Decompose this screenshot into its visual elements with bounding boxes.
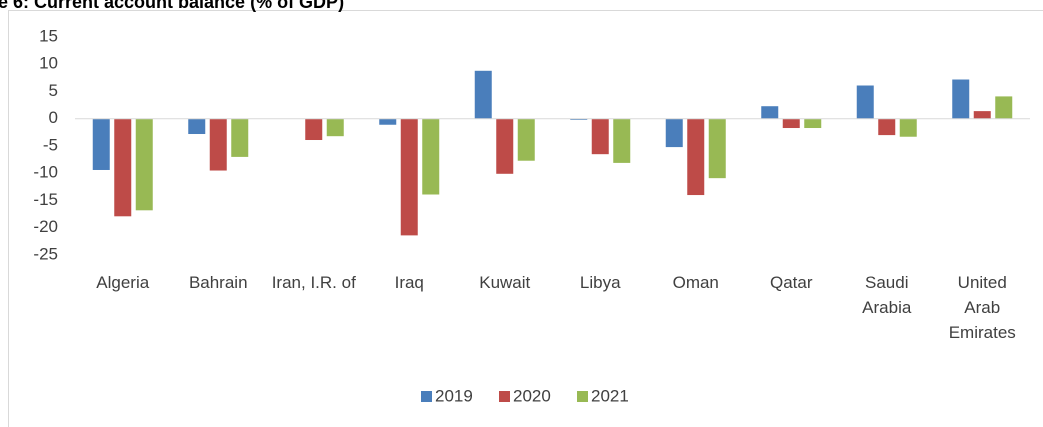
bar: [496, 118, 514, 174]
y-tick-label: -20: [33, 217, 58, 236]
bar: [379, 118, 397, 125]
bar: [761, 106, 779, 119]
bar: [474, 70, 492, 119]
bar: [305, 118, 323, 141]
bar: [782, 118, 800, 129]
bar: [570, 118, 588, 120]
legend-label: 2019: [435, 386, 473, 405]
y-tick-label: 0: [49, 108, 58, 127]
bar: [591, 118, 609, 155]
x-tick-label: Qatar: [769, 273, 813, 292]
bar: [665, 118, 683, 148]
legend-label: 2020: [513, 386, 551, 405]
legend-swatch: [499, 391, 510, 402]
bar: [973, 111, 991, 119]
bar: [114, 118, 132, 217]
chart-frame: [8, 10, 1043, 427]
y-tick-label: 15: [39, 26, 58, 45]
x-tick-label: Oman: [672, 273, 719, 292]
x-tick-label: Kuwait: [479, 273, 531, 292]
x-tick-label: Algeria: [96, 273, 150, 292]
legend-swatch: [577, 391, 588, 402]
bar: [422, 118, 440, 195]
bar: [92, 118, 110, 170]
x-tick-label: Iran, I.R. of: [271, 273, 356, 292]
bar: [326, 118, 344, 137]
y-tick-label: -10: [33, 163, 58, 182]
chart-title: e 6: Current account balance (% of GDP): [0, 0, 344, 12]
bar: [231, 118, 249, 157]
bar: [878, 118, 896, 136]
bar: [517, 118, 535, 161]
bar: [804, 118, 822, 129]
legend-label: 2021: [591, 386, 629, 405]
bar: [209, 118, 227, 171]
y-tick-label: -5: [43, 135, 58, 154]
y-tick-label: 10: [39, 54, 58, 73]
bar: [188, 118, 206, 135]
bar: [952, 79, 970, 119]
x-tick-label: Libya: [579, 273, 621, 292]
y-tick-label: 5: [49, 81, 58, 100]
x-tick-label: United Arab Emirates: [948, 273, 1016, 342]
x-tick-label: Saudi Arabia: [862, 273, 912, 317]
bar: [687, 118, 705, 196]
bar: [856, 85, 874, 119]
x-tick-label: Bahrain: [188, 273, 248, 292]
y-tick-label: -15: [33, 190, 58, 209]
bar: [899, 118, 917, 137]
bar: [995, 96, 1013, 119]
bar: [400, 118, 418, 236]
legend-swatch: [421, 391, 432, 402]
x-tick-label: Iraq: [394, 273, 424, 292]
bar: [708, 118, 726, 179]
bar: [135, 118, 153, 211]
bar: [613, 118, 631, 163]
y-tick-label: -25: [33, 244, 58, 263]
